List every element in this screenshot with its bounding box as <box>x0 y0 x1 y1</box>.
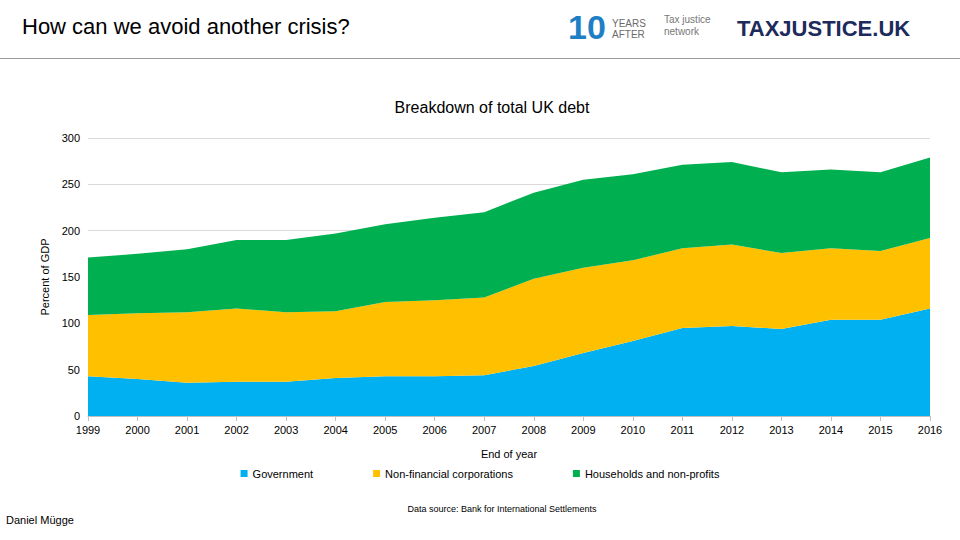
svg-text:2003: 2003 <box>274 424 298 436</box>
html-text:TAXJUSTICE.UK: TAXJUSTICE.UK <box>737 16 911 41</box>
svg-text:2013: 2013 <box>769 424 793 436</box>
svg-text:250: 250 <box>62 178 80 190</box>
svg-text:2014: 2014 <box>819 424 843 436</box>
svg-text:150: 150 <box>62 271 80 283</box>
svg-text:2007: 2007 <box>472 424 496 436</box>
html-text:YEARS AFTER: YEARS AFTER <box>612 18 646 40</box>
svg-text:2016: 2016 <box>918 424 942 436</box>
html-text:Daniel Mügge: Daniel Mügge <box>6 514 74 526</box>
svg-text:200: 200 <box>62 225 80 237</box>
svg-text:2009: 2009 <box>571 424 595 436</box>
svg-text:2010: 2010 <box>621 424 645 436</box>
svg-text:2005: 2005 <box>373 424 397 436</box>
svg-text:2001: 2001 <box>175 424 199 436</box>
svg-text:End of year: End of year <box>481 448 538 460</box>
svg-text:2002: 2002 <box>224 424 248 436</box>
svg-text:2008: 2008 <box>522 424 546 436</box>
html-text:How can we avoid another crisi: How can we avoid another crisis? <box>22 14 350 39</box>
svg-text:1999: 1999 <box>76 424 100 436</box>
svg-text:Percent of GDP: Percent of GDP <box>39 238 51 315</box>
svg-text:Government: Government <box>253 468 314 480</box>
svg-text:Data source: Bank for Internat: Data source: Bank for International Sett… <box>407 504 597 514</box>
svg-text:2004: 2004 <box>323 424 347 436</box>
svg-text:Non-financial corporations: Non-financial corporations <box>385 468 513 480</box>
svg-text:2015: 2015 <box>868 424 892 436</box>
svg-text:2011: 2011 <box>671 424 695 436</box>
svg-text:300: 300 <box>62 132 80 144</box>
svg-text:Breakdown of total UK debt: Breakdown of total UK debt <box>395 99 590 116</box>
svg-text:2012: 2012 <box>720 424 744 436</box>
html-text:10: 10 <box>568 8 606 46</box>
svg-text:2006: 2006 <box>422 424 446 436</box>
svg-text:0: 0 <box>74 410 80 422</box>
svg-text:50: 50 <box>68 364 80 376</box>
svg-text:100: 100 <box>62 317 80 329</box>
svg-text:Households and non-profits: Households and non-profits <box>585 468 720 480</box>
svg-text:2000: 2000 <box>125 424 149 436</box>
html-text:Tax justice network: Tax justice network <box>664 14 711 37</box>
